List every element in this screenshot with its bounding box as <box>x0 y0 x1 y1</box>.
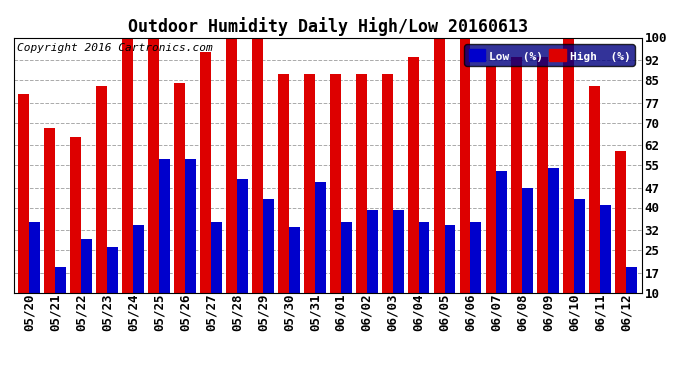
Bar <box>278 74 289 321</box>
Bar <box>263 199 274 321</box>
Bar <box>626 267 637 321</box>
Bar <box>419 222 429 321</box>
Bar <box>55 267 66 321</box>
Bar <box>444 225 455 321</box>
Bar <box>148 38 159 321</box>
Bar <box>174 83 185 321</box>
Bar <box>486 66 496 321</box>
Bar <box>615 151 626 321</box>
Bar <box>97 86 107 321</box>
Bar <box>563 38 574 321</box>
Bar <box>30 222 40 321</box>
Bar <box>460 38 471 321</box>
Bar <box>289 227 299 321</box>
Bar <box>81 238 92 321</box>
Bar <box>471 222 482 321</box>
Bar <box>237 179 248 321</box>
Bar <box>133 225 144 321</box>
Bar <box>538 57 549 321</box>
Bar <box>600 205 611 321</box>
Bar <box>211 222 222 321</box>
Bar <box>252 38 263 321</box>
Bar <box>330 74 341 321</box>
Text: Copyright 2016 Cartronics.com: Copyright 2016 Cartronics.com <box>17 43 213 52</box>
Bar <box>200 52 211 321</box>
Bar <box>408 57 419 321</box>
Bar <box>44 128 55 321</box>
Bar <box>522 188 533 321</box>
Bar <box>511 57 522 321</box>
Bar <box>304 74 315 321</box>
Bar <box>574 199 585 321</box>
Title: Outdoor Humidity Daily High/Low 20160613: Outdoor Humidity Daily High/Low 20160613 <box>128 17 528 36</box>
Bar <box>393 210 404 321</box>
Bar <box>159 159 170 321</box>
Bar <box>107 247 118 321</box>
Bar <box>549 168 559 321</box>
Bar <box>382 74 393 321</box>
Bar <box>341 222 352 321</box>
Bar <box>226 38 237 321</box>
Bar <box>122 38 133 321</box>
Bar <box>185 159 196 321</box>
Bar <box>496 171 507 321</box>
Bar <box>315 182 326 321</box>
Legend: Low  (%), High  (%): Low (%), High (%) <box>464 45 635 66</box>
Bar <box>589 86 600 321</box>
Bar <box>356 74 366 321</box>
Bar <box>70 136 81 321</box>
Bar <box>433 38 444 321</box>
Bar <box>366 210 377 321</box>
Bar <box>19 94 30 321</box>
